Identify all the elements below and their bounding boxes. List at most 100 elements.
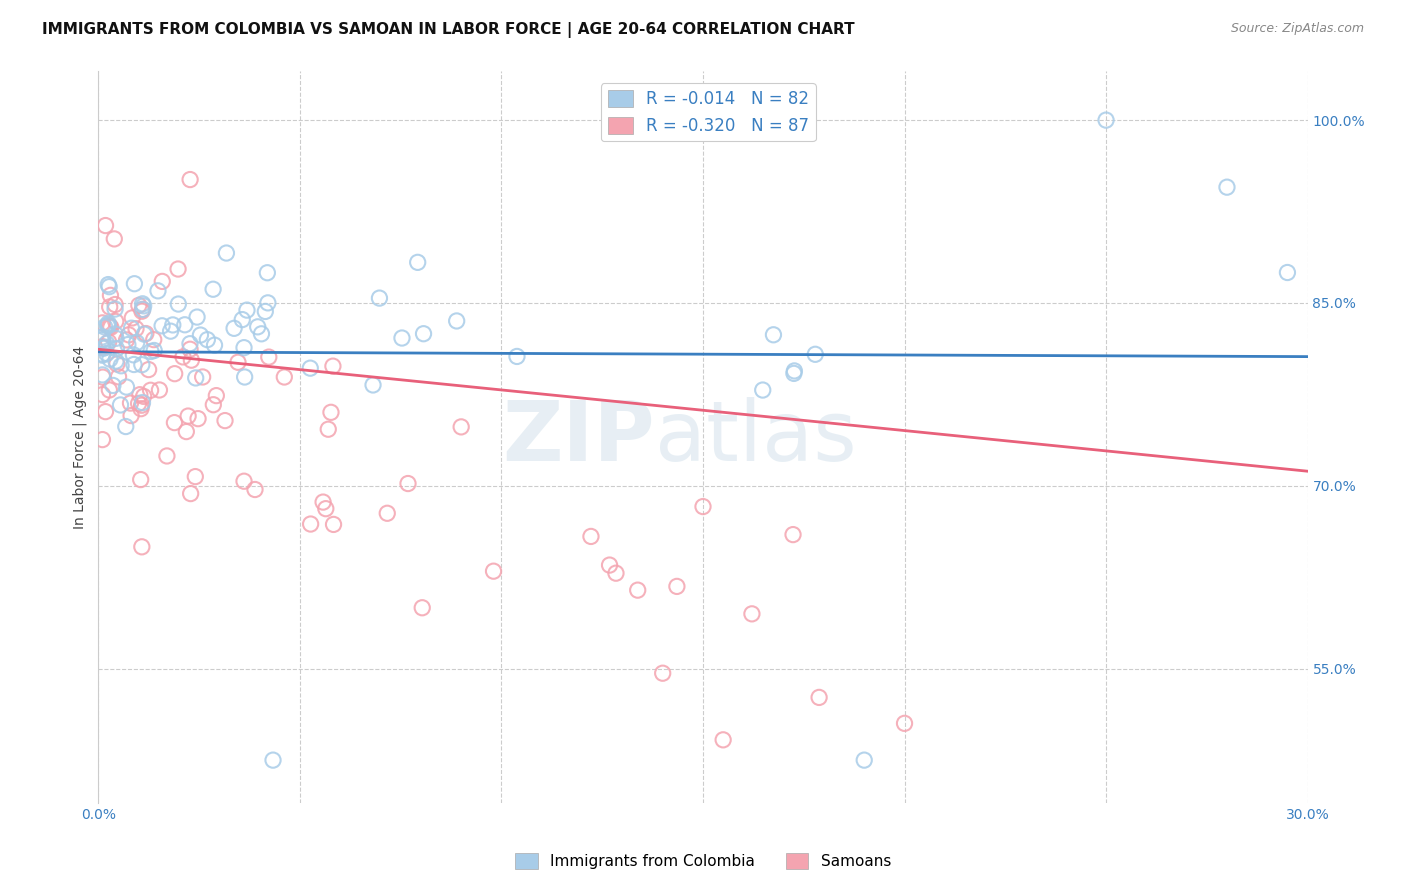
Point xyxy=(316,422,339,436)
Point xyxy=(105,342,128,356)
Point xyxy=(231,312,253,326)
Point xyxy=(187,411,209,425)
Point xyxy=(322,517,344,532)
Point xyxy=(172,350,194,364)
Point xyxy=(98,279,121,293)
Point xyxy=(299,516,322,531)
Point xyxy=(396,476,419,491)
Point xyxy=(129,473,152,487)
Text: Source: ZipAtlas.com: Source: ZipAtlas.com xyxy=(1230,22,1364,36)
Point xyxy=(176,425,198,439)
Text: ZIP: ZIP xyxy=(502,397,655,477)
Point xyxy=(167,262,190,277)
Point xyxy=(98,383,121,397)
Point xyxy=(150,318,173,333)
Point xyxy=(257,296,280,310)
Point xyxy=(91,368,114,382)
Point xyxy=(120,396,142,410)
Point xyxy=(391,331,413,345)
Point xyxy=(783,367,806,381)
Point xyxy=(1095,113,1118,128)
Point xyxy=(125,322,148,336)
Point xyxy=(202,282,225,296)
Point xyxy=(159,324,181,338)
Point xyxy=(180,486,202,500)
Point xyxy=(195,333,218,347)
Point xyxy=(132,389,155,403)
Point xyxy=(762,327,785,342)
Point xyxy=(91,330,114,344)
Point xyxy=(163,367,186,381)
Point xyxy=(104,314,127,328)
Point xyxy=(482,564,505,578)
Point xyxy=(1216,180,1239,194)
Point xyxy=(190,328,212,343)
Point xyxy=(131,358,153,372)
Point xyxy=(128,388,150,402)
Legend: Immigrants from Colombia, Samoans: Immigrants from Colombia, Samoans xyxy=(509,847,897,875)
Point xyxy=(103,232,125,246)
Point xyxy=(104,326,127,341)
Point xyxy=(599,558,621,573)
Point xyxy=(91,433,114,447)
Point xyxy=(131,395,153,409)
Point xyxy=(782,527,804,541)
Point xyxy=(256,266,278,280)
Point xyxy=(222,321,245,335)
Point xyxy=(134,327,156,342)
Point xyxy=(741,607,763,621)
Point xyxy=(96,318,118,333)
Point xyxy=(692,500,714,514)
Point xyxy=(115,380,138,394)
Point xyxy=(605,566,627,581)
Point xyxy=(98,319,121,334)
Point xyxy=(312,495,335,509)
Point xyxy=(128,396,150,410)
Point xyxy=(651,666,673,681)
Point xyxy=(233,474,256,488)
Point xyxy=(262,753,284,767)
Point xyxy=(96,346,118,360)
Point xyxy=(101,378,124,392)
Point xyxy=(177,409,200,423)
Point xyxy=(91,341,114,355)
Point xyxy=(783,364,806,378)
Point xyxy=(104,331,127,345)
Point xyxy=(98,300,121,314)
Point xyxy=(246,319,269,334)
Point xyxy=(118,327,141,342)
Point xyxy=(97,334,120,349)
Point xyxy=(191,370,214,384)
Point xyxy=(131,398,153,412)
Point xyxy=(91,348,114,362)
Point xyxy=(361,378,384,392)
Point xyxy=(808,690,831,705)
Legend: R = -0.014   N = 82, R = -0.320   N = 87: R = -0.014 N = 82, R = -0.320 N = 87 xyxy=(600,83,815,141)
Point xyxy=(98,352,121,367)
Point xyxy=(627,583,650,598)
Point xyxy=(96,336,118,351)
Point xyxy=(120,409,142,423)
Point xyxy=(853,753,876,767)
Point xyxy=(250,326,273,341)
Point xyxy=(121,310,143,325)
Point xyxy=(129,401,152,416)
Point xyxy=(94,404,117,418)
Point xyxy=(91,370,114,384)
Point xyxy=(94,340,117,354)
Point xyxy=(273,370,295,384)
Point xyxy=(299,361,322,376)
Point xyxy=(114,419,136,434)
Point xyxy=(579,529,602,543)
Point xyxy=(146,284,169,298)
Point xyxy=(150,274,173,288)
Point xyxy=(167,297,190,311)
Point xyxy=(122,358,145,372)
Point xyxy=(128,298,150,312)
Point xyxy=(406,255,429,269)
Point xyxy=(97,316,120,330)
Point xyxy=(94,219,117,233)
Point xyxy=(117,337,139,351)
Point xyxy=(138,362,160,376)
Point xyxy=(148,383,170,397)
